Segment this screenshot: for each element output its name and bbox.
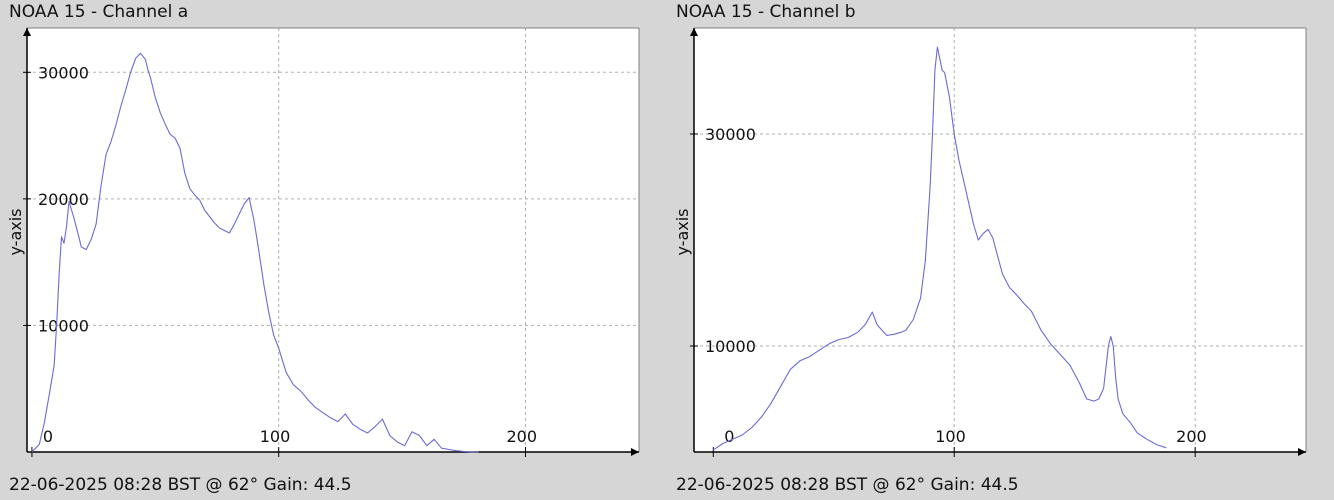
plot-area-a: 0 100 200 10000 20000 30000 y-axis	[6, 27, 640, 457]
x-tick-label: 200	[1176, 427, 1207, 446]
plot-area-b: 0 100 200 10000 30000 y-axis	[673, 27, 1307, 457]
timestamp-footer: 22-06-2025 08:28 BST @ 62° Gain: 44.5	[676, 475, 1019, 495]
plot-background	[694, 28, 1306, 452]
chart-panel-b: NOAA 15 - Channel b 0 100 200 10000 30000 y-a…	[667, 0, 1334, 500]
x-axis-arrow	[1298, 448, 1306, 456]
series-line	[31, 52, 479, 453]
y-tick-label: 10000	[705, 337, 756, 356]
timestamp-footer: 22-06-2025 08:28 BST @ 62° Gain: 44.5	[9, 475, 352, 495]
y-tick-label: 30000	[38, 63, 89, 82]
x-axis-arrow	[631, 448, 639, 456]
y-tick-label: 20000	[38, 190, 89, 209]
y-tick-label: 30000	[705, 125, 756, 144]
x-tick-label: 0	[724, 427, 734, 446]
chart-title: NOAA 15 - Channel b	[676, 2, 856, 22]
x-tick-label: 100	[260, 427, 291, 446]
plot-background	[27, 28, 639, 452]
x-tick-label: 0	[43, 427, 53, 446]
chart-panel-a: NOAA 15 - Channel a 0 100 200 10000 20000 300…	[6, 2, 640, 495]
x-tick-label: 100	[935, 427, 966, 446]
y-axis-label: y-axis	[6, 208, 25, 255]
y-axis-label: y-axis	[673, 208, 692, 255]
y-tick-label: 10000	[38, 316, 89, 335]
y-axis-arrow	[690, 28, 698, 36]
x-tick-label: 200	[506, 427, 537, 446]
chart-title: NOAA 15 - Channel a	[9, 2, 189, 22]
series-line	[712, 46, 1167, 451]
y-axis-arrow	[23, 28, 31, 36]
